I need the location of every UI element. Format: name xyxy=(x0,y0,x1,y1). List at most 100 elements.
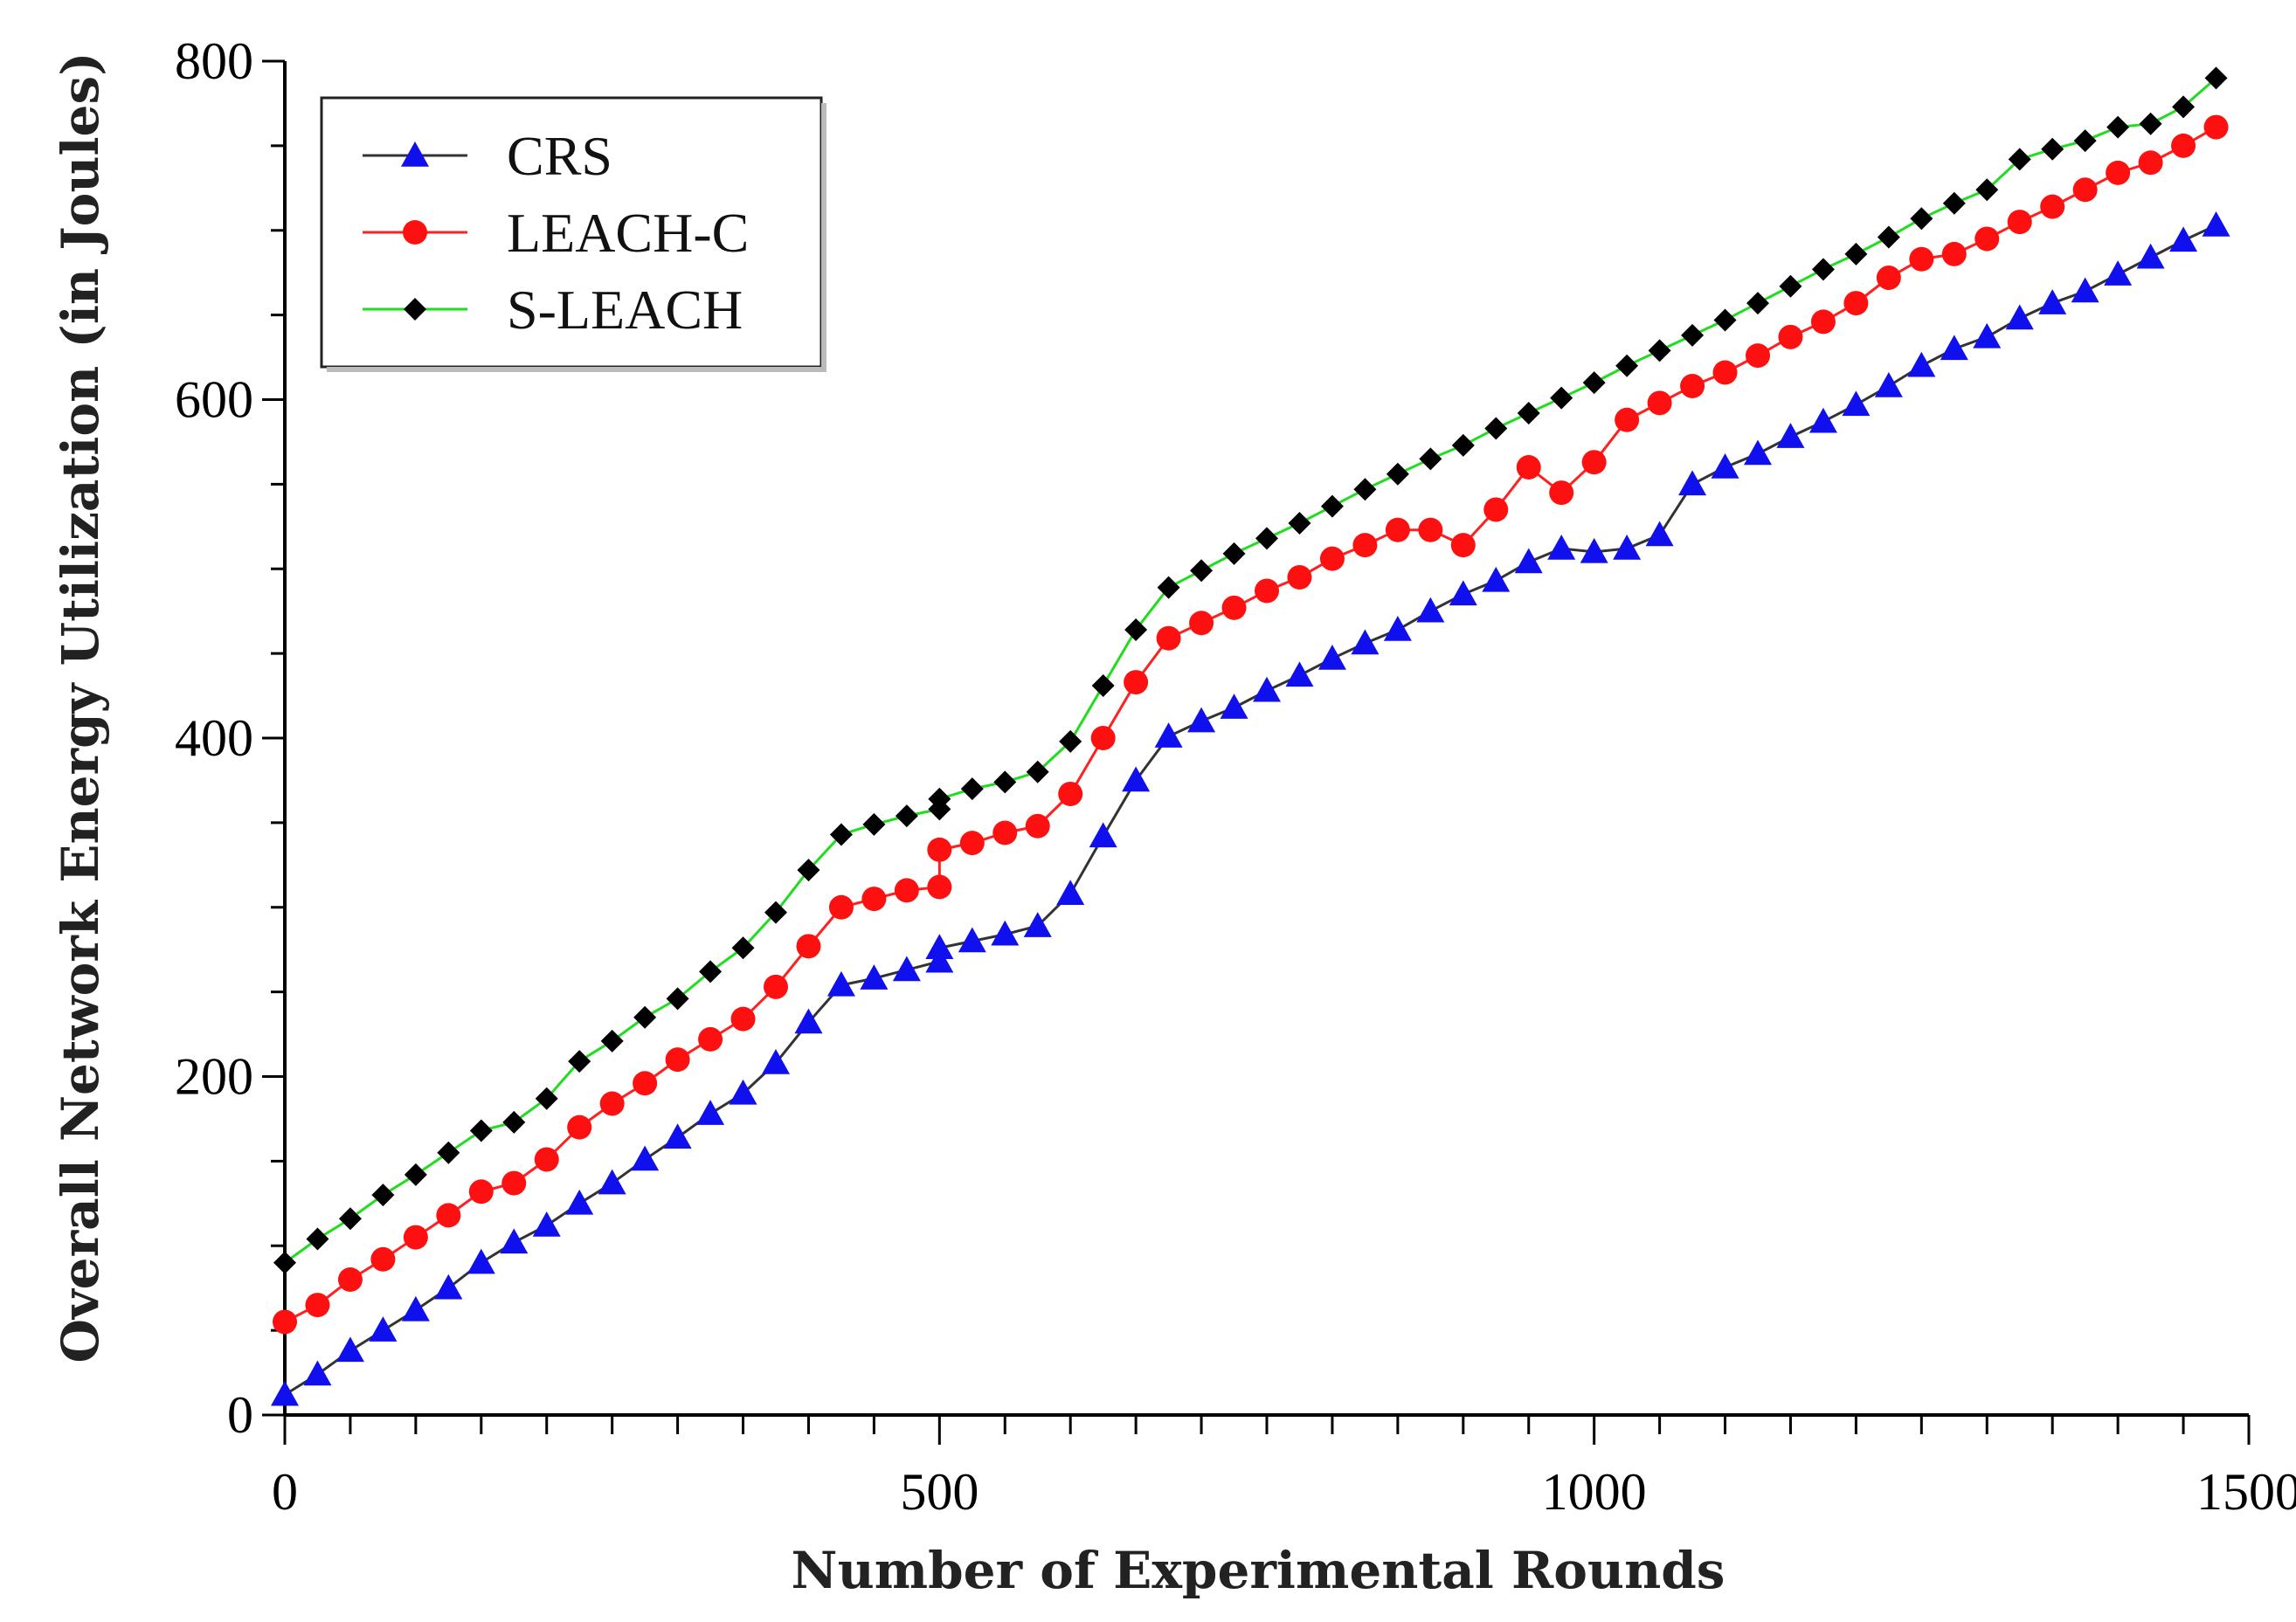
data-point-crs xyxy=(1874,372,1903,397)
legend-label-leach-c: LEACH-C xyxy=(507,202,749,264)
data-point-leach-c xyxy=(1581,450,1607,475)
data-point-leach-c xyxy=(730,1006,756,1032)
data-point-crs xyxy=(500,1228,529,1254)
data-point-s-leach xyxy=(1942,191,1966,215)
data-point-crs xyxy=(860,964,889,990)
data-point-leach-c xyxy=(1516,455,1541,480)
data-point-leach-c xyxy=(370,1246,396,1272)
data-point-leach-c xyxy=(1189,611,1214,636)
y-tick-label: 0 xyxy=(227,1386,253,1444)
data-point-crs xyxy=(762,1049,790,1074)
data-point-s-leach xyxy=(600,1029,624,1053)
data-point-s-leach xyxy=(1157,576,1180,599)
data-point-leach-c xyxy=(1418,517,1443,542)
data-point-leach-c xyxy=(1124,670,1149,695)
legend-marker-crs xyxy=(401,141,429,167)
series-s-leach xyxy=(273,66,2228,1274)
data-point-crs xyxy=(696,1100,725,1125)
data-point-crs xyxy=(467,1248,495,1274)
data-point-leach-c xyxy=(2040,194,2065,219)
y-tick-label: 200 xyxy=(175,1048,253,1106)
x-tick-label: 0 xyxy=(272,1463,298,1521)
data-point-leach-c xyxy=(2072,177,2098,203)
data-point-s-leach xyxy=(1026,760,1049,783)
data-point-leach-c xyxy=(468,1179,494,1204)
data-point-leach-c xyxy=(2171,133,2196,158)
data-point-crs xyxy=(271,1380,299,1406)
data-point-leach-c xyxy=(1319,546,1345,571)
data-point-crs xyxy=(663,1123,692,1149)
data-point-leach-c xyxy=(436,1203,461,1228)
data-point-leach-c xyxy=(796,934,821,959)
y-axis-title: Overall Network Energy Utilization (in J… xyxy=(51,52,110,1363)
data-point-leach-c xyxy=(992,820,1018,846)
data-point-crs xyxy=(1613,535,1642,560)
x-tick-label: 1500 xyxy=(2196,1463,2296,1521)
data-point-leach-c xyxy=(959,831,985,856)
data-point-s-leach xyxy=(764,901,787,924)
data-point-leach-c xyxy=(1941,241,1967,266)
data-point-leach-c xyxy=(337,1267,363,1292)
data-point-crs xyxy=(1580,537,1608,563)
data-point-s-leach xyxy=(1615,354,1639,377)
data-point-crs xyxy=(925,947,954,973)
data-point-crs xyxy=(2202,211,2230,237)
data-point-crs xyxy=(1449,580,1477,606)
data-point-crs xyxy=(1056,880,1085,906)
series-layer xyxy=(271,66,2230,1406)
data-point-s-leach xyxy=(1517,402,1540,424)
data-point-crs xyxy=(401,1295,430,1322)
data-point-crs xyxy=(2071,277,2099,303)
data-point-leach-c xyxy=(1156,625,1181,651)
data-point-s-leach xyxy=(1484,417,1508,440)
legend-entry-s-leach: S-LEACH xyxy=(363,279,743,341)
data-point-crs xyxy=(1383,616,1412,641)
data-point-crs xyxy=(1842,390,1871,417)
data-point-leach-c xyxy=(1647,390,1672,416)
data-point-crs xyxy=(2005,304,2034,330)
data-point-leach-c xyxy=(1221,595,1247,620)
data-point-crs xyxy=(1547,535,1576,560)
data-point-leach-c xyxy=(1843,291,1869,316)
y-tick-label: 600 xyxy=(175,371,253,429)
data-point-crs xyxy=(2104,260,2133,286)
data-point-s-leach xyxy=(1320,494,1344,518)
data-point-s-leach xyxy=(928,787,951,811)
data-point-s-leach xyxy=(306,1227,329,1251)
data-point-leach-c xyxy=(1287,564,1312,590)
data-point-crs xyxy=(1023,912,1052,937)
data-point-crs xyxy=(335,1336,364,1363)
legend-shadow xyxy=(327,367,826,372)
legend-label-s-leach: S-LEACH xyxy=(507,279,743,341)
data-point-crs xyxy=(1187,707,1216,733)
data-point-s-leach xyxy=(1255,527,1278,550)
data-point-crs xyxy=(1317,644,1346,670)
x-axis-title: Number of Experimental Rounds xyxy=(792,1541,1725,1600)
data-point-leach-c xyxy=(633,1071,658,1096)
legend-marker-s-leach xyxy=(404,298,426,321)
data-point-s-leach xyxy=(1124,618,1148,641)
data-point-crs xyxy=(532,1211,561,1237)
data-point-leach-c xyxy=(1615,407,1640,432)
data-point-crs xyxy=(826,970,855,997)
data-point-s-leach xyxy=(2041,137,2064,161)
data-point-s-leach xyxy=(2172,95,2196,119)
data-point-crs xyxy=(565,1189,594,1215)
data-point-leach-c xyxy=(927,874,952,900)
x-tick-label: 500 xyxy=(900,1463,979,1521)
series-crs xyxy=(271,211,2230,1406)
data-point-crs xyxy=(631,1145,660,1171)
data-point-crs xyxy=(1678,470,1707,496)
data-point-leach-c xyxy=(1746,343,1770,369)
data-point-s-leach xyxy=(1681,323,1705,347)
data-point-crs xyxy=(1776,423,1805,448)
data-point-leach-c xyxy=(1810,309,1836,335)
data-point-s-leach xyxy=(1877,225,1900,249)
legend-label-crs: CRS xyxy=(507,125,612,187)
data-point-s-leach xyxy=(993,770,1017,794)
legend-shadow xyxy=(821,103,826,370)
tick-labels: 0 500 1000 1500 0 200 400 600 800 xyxy=(175,32,2296,1521)
data-point-crs xyxy=(729,1079,757,1105)
x-tick-label: 1000 xyxy=(1542,1463,1647,1521)
data-point-s-leach xyxy=(568,1050,591,1073)
